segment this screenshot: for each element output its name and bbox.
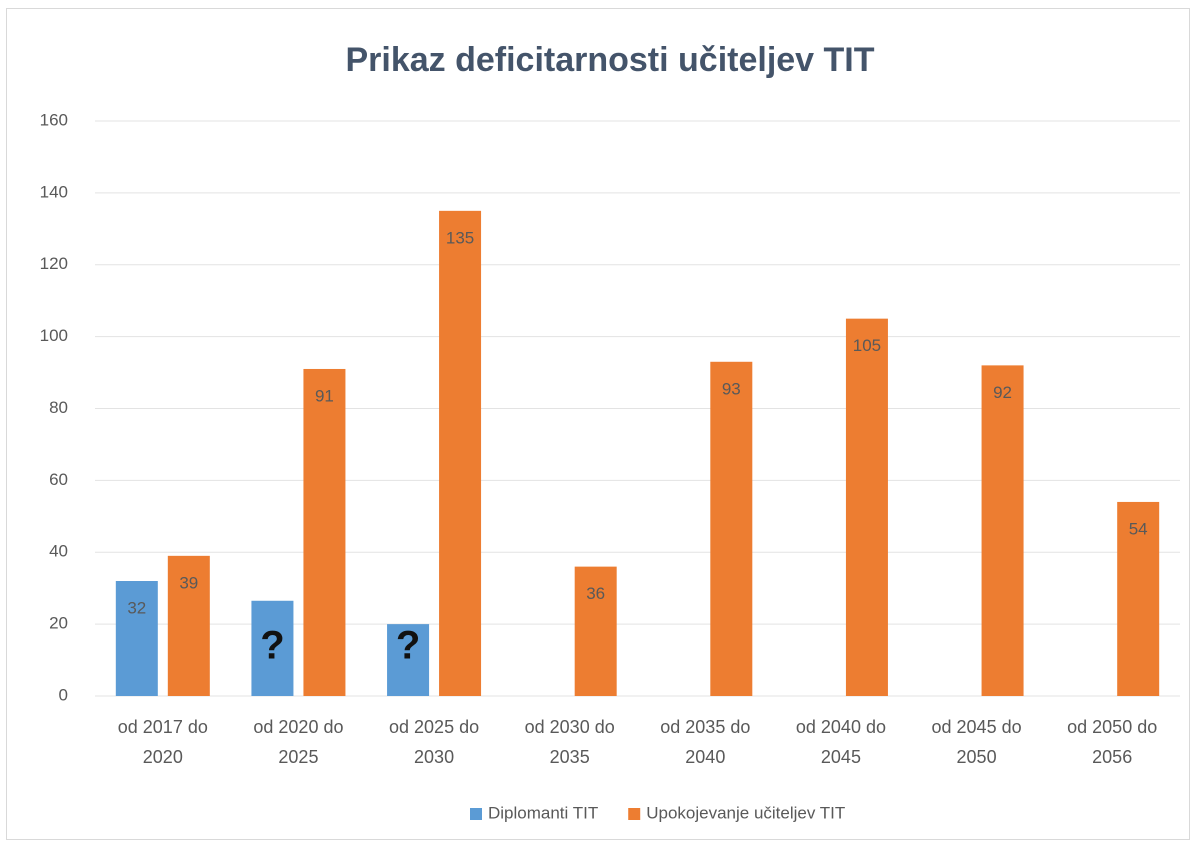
bar [1117, 501, 1160, 696]
legend-label: Upokojevanje učiteljev TIT [646, 803, 845, 822]
y-tick-label: 120 [40, 254, 68, 273]
bar [167, 555, 210, 696]
y-tick-label: 20 [49, 614, 68, 633]
bar [845, 318, 888, 696]
data-label: ? [260, 624, 284, 668]
legend-swatch [470, 808, 482, 820]
bar [251, 600, 294, 696]
x-tick-label: od 2017 do 2020 [117, 717, 208, 767]
data-label: 32 [127, 598, 146, 617]
bar [387, 624, 430, 696]
legend-label: Diplomanti TIT [488, 803, 598, 822]
data-label: 91 [315, 386, 334, 405]
data-label: 135 [446, 228, 474, 247]
legend-swatch [628, 808, 641, 820]
bar [115, 581, 158, 696]
x-tick-label: od 2020 do 2025 [253, 717, 344, 767]
bar [439, 210, 482, 696]
x-tick-label: od 2040 do 2045 [795, 717, 886, 767]
y-tick-label: 40 [49, 542, 68, 561]
x-tick-label: od 2030 do 2035 [524, 717, 615, 767]
x-tick-label: od 2035 do 2040 [660, 717, 751, 767]
y-tick-label: 0 [59, 685, 68, 704]
x-tick-label: od 2025 do 2030 [389, 717, 480, 767]
x-tick-label: od 2045 do 2050 [931, 717, 1022, 767]
data-label: 54 [1129, 519, 1148, 538]
x-tick-label: od 2050 do 2056 [1067, 717, 1158, 767]
bar [981, 365, 1024, 696]
chart-title: Prikaz deficitarnosti učiteljev TIT [345, 41, 874, 79]
chart-frame [6, 8, 1190, 840]
data-label: 105 [853, 336, 881, 355]
data-label: 93 [722, 379, 741, 398]
y-tick-label: 100 [40, 326, 68, 345]
bar [303, 368, 346, 696]
y-tick-label: 80 [49, 398, 68, 417]
y-tick-label: 60 [49, 470, 68, 489]
data-label: 36 [586, 584, 605, 603]
data-label: 92 [993, 383, 1012, 402]
data-label: ? [396, 624, 420, 668]
bar [574, 566, 617, 696]
y-tick-label: 160 [40, 110, 68, 129]
y-tick-label: 140 [40, 182, 68, 201]
bar [710, 361, 753, 696]
data-label: 39 [179, 573, 198, 592]
